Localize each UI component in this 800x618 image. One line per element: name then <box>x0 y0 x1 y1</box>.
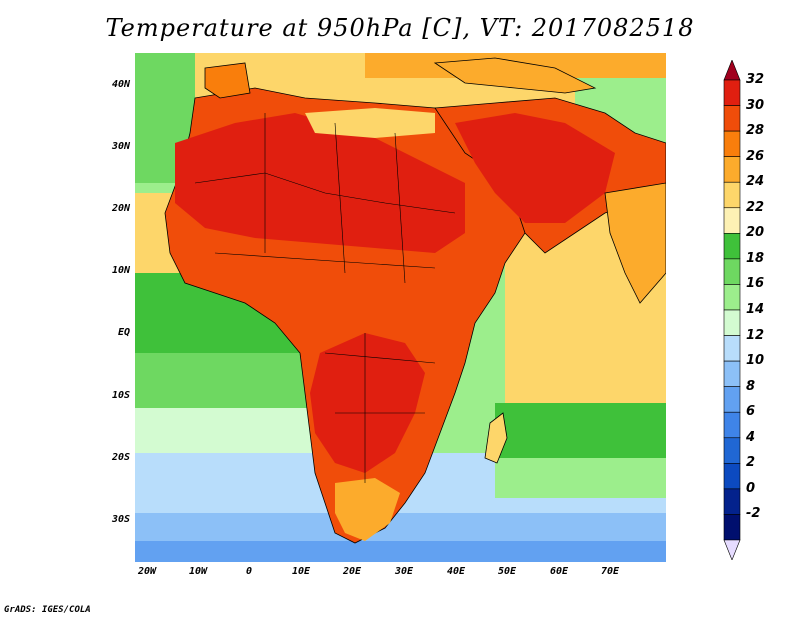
lat-label-30n: 30N <box>111 141 130 152</box>
band-indian-ocean-green <box>495 403 666 463</box>
colorbar-level-label: 32 <box>746 72 765 87</box>
lon-label-40e: 40E <box>446 566 466 577</box>
colorbar-segment <box>723 207 741 234</box>
iberia-land <box>204 62 251 99</box>
colorbar-segment <box>723 309 741 336</box>
colorbar-level-label: 16 <box>746 276 765 292</box>
band-south-atlantic-green <box>135 353 325 413</box>
colorbar-top-arrow <box>723 60 741 81</box>
colorbar-level-label: 28 <box>746 123 765 139</box>
colorbar-segment <box>723 233 741 260</box>
lat-label-20s: 20S <box>111 452 130 463</box>
lon-label-10e: 10E <box>291 566 311 577</box>
colorbar-level-label: 8 <box>746 378 756 394</box>
lon-label-20w: 20W <box>137 566 157 577</box>
colorbar-level-label: 26 <box>746 148 765 164</box>
country-borders <box>194 113 456 483</box>
north-coast-cooler <box>305 108 435 138</box>
colorbar-level-label: 6 <box>746 404 756 420</box>
band-south-atlantic-cyan <box>135 408 325 458</box>
colorbar-segment <box>723 411 741 439</box>
colorbar-level-label: 0 <box>746 480 756 496</box>
south-africa-cooler <box>335 478 400 541</box>
grads-credit: GrADS: IGES/COLA <box>4 605 91 615</box>
lat-label-10n: 10N <box>111 265 130 276</box>
lon-label-60e: 60E <box>549 566 569 577</box>
southern-africa-hot-zone <box>310 333 425 473</box>
colorbar-segment <box>723 181 741 209</box>
lat-label-10s: 10S <box>111 390 130 401</box>
colorbar-level-label: -2 <box>746 506 761 522</box>
colorbar-level-label: 4 <box>746 429 756 445</box>
colorbar-segment <box>723 386 741 413</box>
lat-label-30s: 30S <box>111 514 130 525</box>
colorbar-segment <box>723 335 741 362</box>
lat-label-20n: 20N <box>111 203 130 214</box>
colorbar-segment <box>723 105 741 132</box>
mideast-north-land <box>433 57 597 94</box>
colorbar-level-label: 14 <box>746 302 765 317</box>
band-indian-ocean-lightgreen <box>495 458 666 498</box>
lat-label-eq: EQ <box>117 327 130 338</box>
colorbar-segment <box>723 79 741 106</box>
colorbar-segment <box>723 284 741 311</box>
colorbar-segment <box>723 360 741 387</box>
lat-label-40n: 40N <box>111 79 130 90</box>
colorbar-segment <box>723 463 741 490</box>
madagascar <box>484 412 508 464</box>
india-land <box>604 182 666 304</box>
colorbar-level-label: 24 <box>746 174 765 190</box>
colorbar-level-label: 18 <box>746 250 765 266</box>
colorbar-segment <box>723 258 741 285</box>
colorbar-segment <box>723 130 741 157</box>
colorbar-segment <box>723 514 741 541</box>
lon-label-0: 0 <box>245 566 253 577</box>
lon-label-30e: 30E <box>394 566 414 577</box>
colorbar-segment <box>723 437 741 464</box>
lon-label-20e: 20E <box>342 566 362 577</box>
sahara-hot-zone <box>175 113 465 253</box>
lon-label-50e: 50E <box>497 566 517 577</box>
colorbar-level-label: 10 <box>746 353 765 369</box>
colorbar-level-label: 20 <box>746 225 765 241</box>
colorbar-level-label: 22 <box>746 199 765 215</box>
map-title: Temperature at 950hPa [C], VT: 201708251… <box>105 14 695 42</box>
temperature-map <box>135 53 666 562</box>
band-far-south-blue <box>135 541 666 562</box>
band-south-blue <box>135 513 666 543</box>
colorbar-segment <box>723 488 741 515</box>
arabia-hot-zone <box>455 113 615 223</box>
lon-label-70e: 70E <box>600 566 620 577</box>
lon-label-10w: 10W <box>188 566 208 577</box>
colorbar-segment <box>723 156 741 183</box>
colorbar-level-label: 30 <box>746 97 765 113</box>
colorbar <box>723 60 741 560</box>
colorbar-level-label: 12 <box>746 327 765 343</box>
colorbar-bottom-arrow <box>723 539 741 560</box>
colorbar-level-label: 2 <box>746 455 756 471</box>
